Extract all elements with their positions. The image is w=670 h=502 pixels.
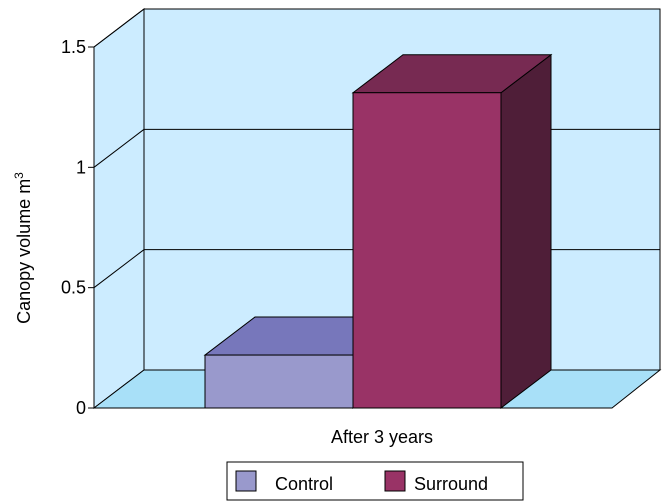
y-axis: 0 0.5 1 1.5 <box>61 37 95 418</box>
gridlines <box>93 8 660 289</box>
gridline-side <box>93 249 145 289</box>
legend-label-control: Control <box>275 474 333 494</box>
legend-label-surround: Surround <box>414 474 488 494</box>
legend-swatch-surround <box>384 470 406 492</box>
x-axis-category-label: After 3 years <box>331 427 433 447</box>
y-tick-label: 1 <box>76 157 86 177</box>
legend: Control Surround <box>226 461 524 501</box>
bar-front-surround <box>352 92 502 409</box>
y-tick-label: 0.5 <box>61 278 86 298</box>
chart-side-wall <box>93 7 145 410</box>
legend-swatch-control <box>235 470 257 492</box>
y-tick-label: 1.5 <box>61 37 86 57</box>
gridline-side <box>93 8 145 48</box>
y-tick-label: 0 <box>76 398 86 418</box>
bar-side-surround <box>500 53 552 410</box>
legend-box <box>226 461 524 501</box>
bars <box>203 53 553 410</box>
gridline-side <box>93 128 145 168</box>
bar-front-control <box>204 354 354 409</box>
y-axis-title: Canopy volume m3 <box>12 172 34 324</box>
bar-surround <box>351 53 553 410</box>
